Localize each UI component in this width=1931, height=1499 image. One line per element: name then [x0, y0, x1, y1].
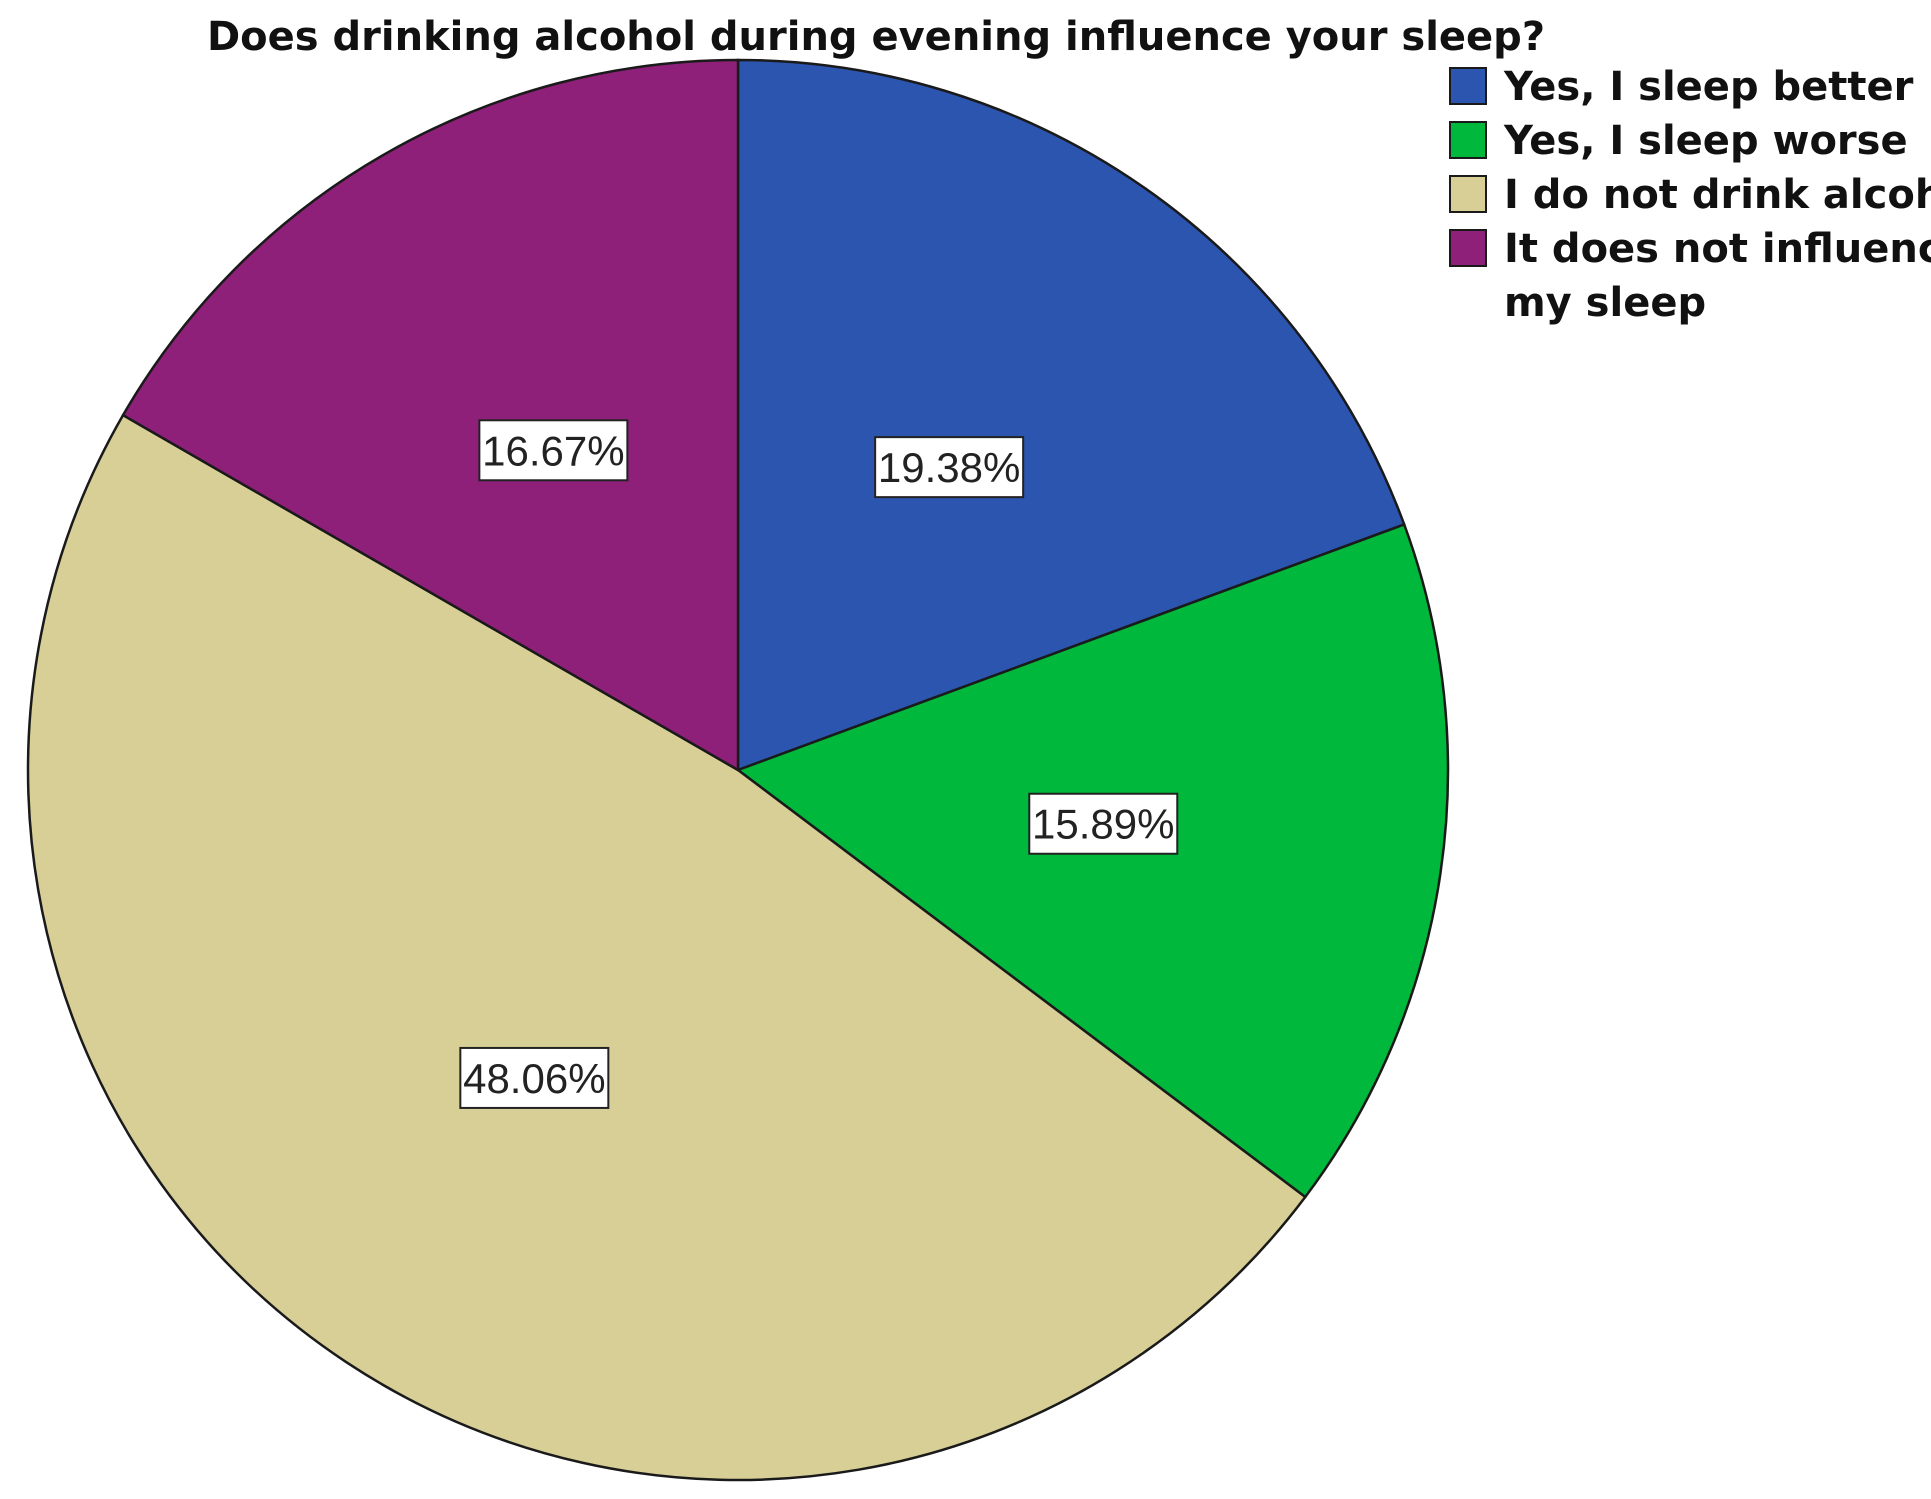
- pie-slice: [735, 522, 1450, 1199]
- legend: Yes, I sleep better Yes, I sleep worse I d…: [1449, 64, 1931, 326]
- legend-swatch: [1449, 121, 1487, 159]
- legend-swatch: [1449, 229, 1487, 267]
- pie-data-labels: 19.38% 15.89% 48.06% 16.67%: [459, 419, 1179, 1109]
- legend-swatch: [1449, 67, 1487, 105]
- data-label-box: [874, 436, 1025, 499]
- data-label-box: [478, 419, 629, 482]
- data-label-text: 16.67%: [482, 427, 624, 474]
- data-label: 48.06%: [459, 1046, 610, 1109]
- legend-item: Yes, I sleep better: [1449, 64, 1914, 110]
- legend-item: Yes, I sleep worse: [1449, 118, 1908, 164]
- data-label-box: [1028, 792, 1179, 855]
- legend-item: It does not influence my sleep: [1449, 226, 1931, 326]
- data-label: 19.38%: [874, 436, 1025, 499]
- data-label-box: [459, 1046, 610, 1109]
- legend-label: my sleep: [1504, 280, 1706, 326]
- legend-label: Yes, I sleep worse: [1503, 118, 1908, 164]
- pie-slice: [121, 58, 740, 773]
- data-label: 15.89%: [1028, 792, 1179, 855]
- legend-label: Yes, I sleep better: [1503, 64, 1914, 110]
- data-label-text: 48.06%: [463, 1055, 605, 1102]
- chart-title: Does drinking alcohol during evening inf…: [207, 14, 1545, 60]
- pie-slice: [736, 58, 1406, 772]
- legend-label: It does not influence: [1504, 226, 1931, 272]
- data-label-text: 15.89%: [1032, 801, 1174, 848]
- pie-slices: [26, 58, 1450, 1482]
- data-label-text: 19.38%: [878, 444, 1020, 491]
- legend-label: I do not drink alcohol: [1504, 172, 1931, 218]
- legend-swatch: [1449, 175, 1487, 213]
- pie-slice: [26, 413, 1307, 1482]
- legend-item: I do not drink alcohol: [1449, 172, 1931, 218]
- data-label: 16.67%: [478, 419, 629, 482]
